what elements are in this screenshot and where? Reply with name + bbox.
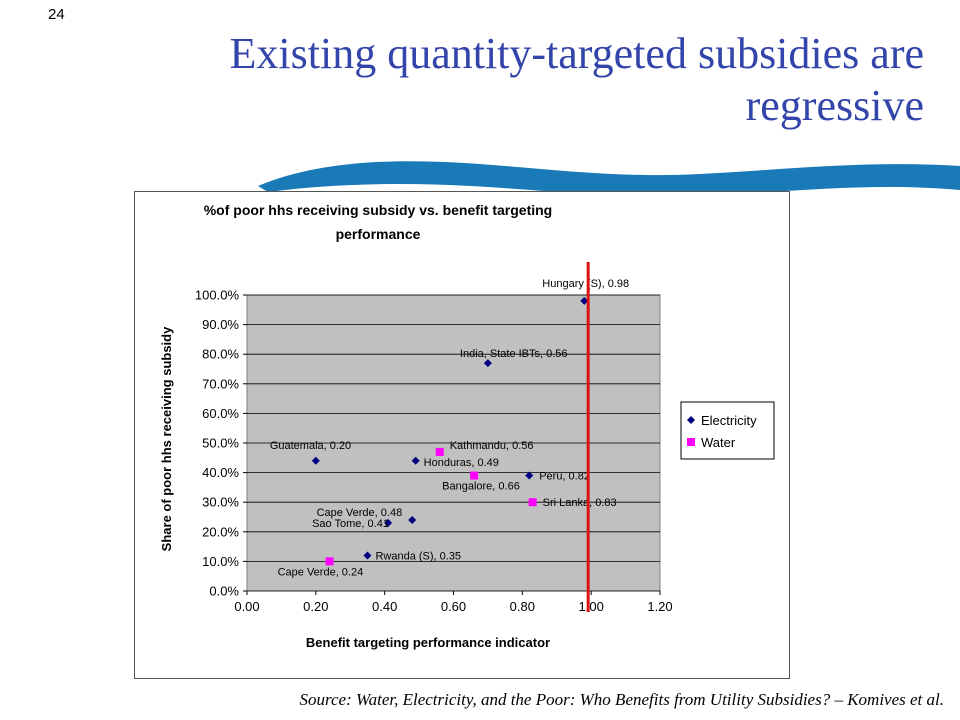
- source-citation: Source: Water, Electricity, and the Poor…: [299, 690, 944, 709]
- data-label: Hungary (S), 0.98: [542, 278, 629, 290]
- y-tick-label: 40.0%: [202, 465, 239, 480]
- x-tick-label: 0.00: [234, 599, 259, 614]
- data-point-electricity: [525, 471, 534, 480]
- y-tick-label: 30.0%: [202, 495, 239, 510]
- y-tick-label: 70.0%: [202, 376, 239, 391]
- data-labels: Hungary (S), 0.98 India, State IBTs, 0.56…: [270, 278, 629, 578]
- y-tick-label: 90.0%: [202, 317, 239, 332]
- data-point-electricity: [363, 551, 372, 560]
- data-point-electricity: [384, 518, 393, 527]
- legend-label: Water: [701, 435, 736, 450]
- data-point-electricity: [580, 296, 589, 305]
- data-point-electricity: [483, 359, 492, 368]
- chart-frame: %of poor hhs receiving subsidy vs. benef…: [134, 191, 790, 679]
- x-tick-label: 1.20: [647, 599, 672, 614]
- y-tick-label: 10.0%: [202, 554, 239, 569]
- data-label: India, State IBTs, 0.56: [460, 348, 568, 360]
- data-point-water: [470, 471, 479, 480]
- data-label: Peru, 0.82: [539, 471, 590, 483]
- data-point-electricity: [411, 456, 420, 465]
- slide-number: 24: [48, 6, 65, 23]
- scatter-chart: %of poor hhs receiving subsidy vs. benef…: [159, 202, 775, 650]
- data-point-water: [528, 498, 537, 507]
- x-axis-label: Benefit targeting performance indicator: [306, 635, 550, 650]
- legend: Electricity Water: [680, 401, 775, 460]
- data-label: Rwanda (S), 0.35: [375, 550, 461, 562]
- x-tick-labels: 0.00 0.20 0.40 0.60 0.80 1.00 1.20: [234, 599, 672, 614]
- grid-lines: [243, 294, 661, 595]
- y-tick-label: 20.0%: [202, 524, 239, 539]
- data-point-electricity: [408, 515, 417, 524]
- data-label: Guatemala, 0.20: [270, 440, 351, 452]
- y-tick-label: 100.0%: [195, 288, 240, 303]
- x-tick-label: 0.60: [441, 599, 466, 614]
- y-tick-label: 50.0%: [202, 436, 239, 451]
- data-label: Cape Verde, 0.48: [317, 507, 403, 519]
- decorative-wave: [258, 161, 960, 197]
- x-tick-label: 0.20: [303, 599, 328, 614]
- data-points: [311, 296, 589, 566]
- x-tick-label: 0.80: [510, 599, 535, 614]
- y-axis-label: Share of poor hhs receiving subsidy: [159, 326, 174, 551]
- legend-marker: [687, 438, 695, 446]
- x-tick-label: 1.00: [579, 599, 604, 614]
- y-tick-labels: 0.0% 10.0% 20.0% 30.0% 40.0% 50.0% 60.0% 70.0% 8…: [195, 288, 240, 599]
- data-label: Sao Tome, 0.41: [312, 518, 389, 530]
- data-label: Cape Verde, 0.24: [278, 566, 364, 578]
- data-label: Sri Lanka, 0.83: [543, 497, 617, 509]
- chart-title-line-1: %of poor hhs receiving subsidy vs. benef…: [204, 202, 553, 218]
- slide-title: Existing quantity-targeted subsidies are…: [229, 29, 924, 130]
- y-tick-label: 80.0%: [202, 347, 239, 362]
- data-point-water: [325, 557, 334, 566]
- data-point-electricity: [311, 456, 320, 465]
- y-tick-label: 60.0%: [202, 406, 239, 421]
- legend-marker: [687, 416, 695, 424]
- data-label: Kathmandu, 0.56: [450, 440, 534, 452]
- legend-label: Electricity: [701, 413, 757, 428]
- y-tick-label: 0.0%: [209, 584, 239, 599]
- data-label: Honduras, 0.49: [424, 457, 499, 469]
- x-tick-label: 0.40: [372, 599, 397, 614]
- legend-box: [680, 401, 775, 460]
- chart-title-line-2: performance: [336, 226, 421, 242]
- data-label: Bangalore, 0.66: [442, 481, 520, 493]
- data-point-water: [435, 447, 444, 456]
